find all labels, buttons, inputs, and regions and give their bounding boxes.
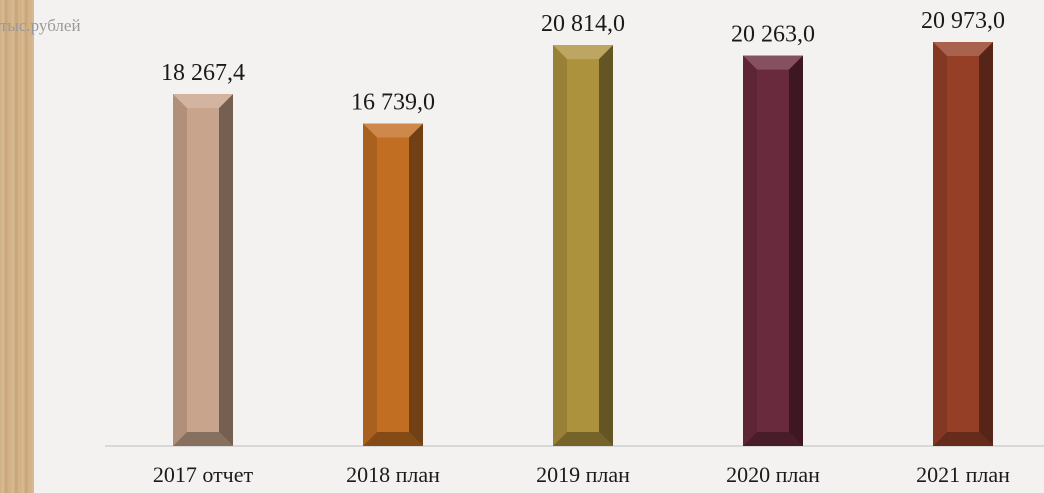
bar-bevel-left [933,42,947,446]
unit-label: тыс.рублей [0,16,81,35]
bar-bevel-bottom [933,432,993,446]
bar-bevel-bottom [173,432,233,446]
bar-bevel-top [363,123,423,138]
bar-bevel-left [553,45,567,446]
bar-bevel-right [789,55,803,446]
bar [933,42,993,446]
bar-bevel-right [219,94,233,446]
category-label: 2021 план [916,462,1010,487]
bar-bevel-top [933,42,993,56]
bar [743,55,803,446]
value-label: 20 814,0 [541,11,625,37]
category-label: 2019 план [536,462,630,487]
bar-bevel-bottom [743,432,803,446]
category-label: 2018 план [346,462,440,487]
bar-bevel-top [173,94,233,109]
bar-bevel-left [173,94,187,446]
bar [173,94,233,446]
value-label: 20 263,0 [731,22,815,48]
bar-bevel-left [743,55,757,446]
value-label: 16 739,0 [351,90,435,116]
bar-bevel-right [599,45,613,446]
bar-bevel-left [363,123,377,446]
value-label: 20 973,0 [921,8,1005,34]
category-label: 2017 отчет [153,462,254,487]
bar [363,123,423,446]
bar-bevel-bottom [363,432,423,446]
wood-texture-strip [0,0,34,493]
bar-bevel-bottom [553,432,613,446]
category-label: 2020 план [726,462,820,487]
bar-bevel-top [743,55,803,70]
bar [553,45,613,446]
value-label: 18 267,4 [161,60,245,86]
bar-bevel-right [409,123,423,446]
bar-bevel-top [553,45,613,60]
bar-bevel-right [979,42,993,446]
